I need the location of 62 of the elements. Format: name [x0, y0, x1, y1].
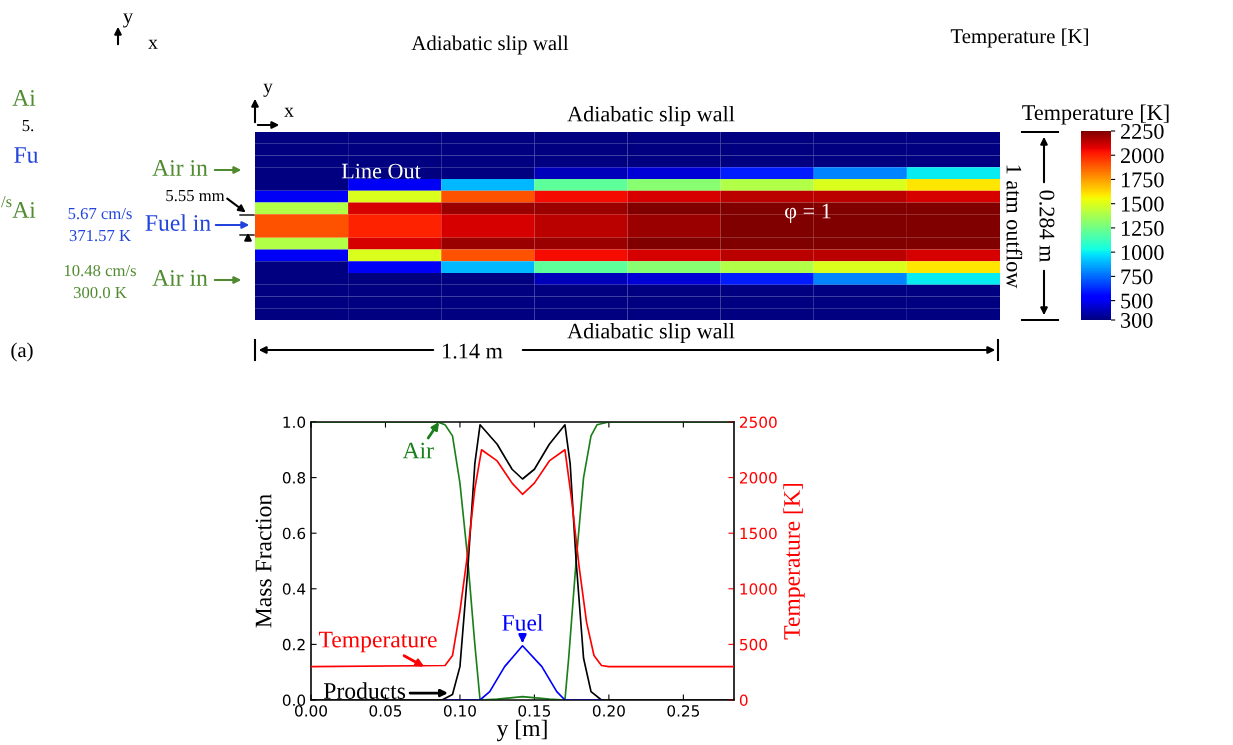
y2-tick-label: 2000	[739, 472, 777, 484]
text: 1.14 m	[443, 343, 503, 359]
y-tick-label: 1.0	[283, 416, 306, 429]
color-bar-label: 750	[1121, 269, 1153, 285]
text: Adiabatic slip wall	[411, 35, 569, 55]
color-bar-title: Temperature [K]	[1022, 104, 1169, 125]
y2-tick-label: 2500	[739, 416, 777, 429]
y-axis-title: Mass Fraction	[255, 494, 272, 628]
y2-tick-label: 0	[739, 694, 748, 707]
text: 5.55 mm	[166, 190, 225, 202]
y-tick-label: 0.0	[282, 694, 306, 707]
text: x	[148, 39, 158, 49]
text: (a)	[11, 342, 33, 362]
x-tick-label: 0.05	[369, 705, 402, 717]
annotation: φ = 1	[785, 203, 831, 224]
annotation: Air	[402, 442, 434, 459]
annotation: Products	[323, 682, 406, 699]
text: x	[284, 107, 294, 117]
text: Ai	[12, 202, 36, 218]
text: y	[123, 13, 134, 28]
text: 0.284 m	[1039, 190, 1055, 263]
text: 371.57 K	[69, 229, 131, 242]
text: 300.0 K	[73, 286, 127, 299]
color-bar-label: 1750	[1121, 172, 1164, 188]
color-bar-label: 2250	[1121, 123, 1164, 139]
x-tick-label: 0.20	[592, 705, 625, 717]
y2-axis-title: Temperature [K]	[783, 483, 805, 640]
x-axis-title: y [m]	[496, 719, 547, 742]
text: Adiabatic slip wall	[567, 322, 735, 344]
text: Fuel in	[145, 214, 211, 231]
annotation: Temperature	[318, 631, 437, 653]
text: 1 atm outflow	[1006, 165, 1023, 289]
color-bar-label: 300	[1121, 312, 1153, 328]
text: Fu	[14, 147, 39, 163]
text: Air in	[152, 270, 208, 286]
y2-tick-label: 500	[740, 638, 768, 651]
x-tick-label: 0.10	[443, 705, 476, 717]
color-bar-label: 1000	[1121, 245, 1164, 261]
color-bar-label: 1250	[1121, 220, 1164, 236]
y2-tick-label: 1000	[740, 583, 777, 595]
text: 5.67 cm/s	[68, 207, 132, 220]
text: 10.48 cm/s	[64, 264, 136, 277]
text: Ai	[12, 90, 36, 106]
annotation: Fuel	[502, 614, 544, 631]
text: 5.	[22, 120, 34, 132]
y-tick-label: 0.2	[282, 638, 305, 651]
text: Air in	[152, 160, 208, 176]
y-tick-label: 0.6	[282, 527, 306, 540]
text: /s	[1, 196, 12, 208]
color-bar-label: 2000	[1121, 148, 1164, 164]
text: Adiabatic slip wall	[567, 105, 735, 127]
y2-tick-label: 1500	[740, 527, 777, 540]
y-tick-label: 0.8	[282, 472, 306, 484]
text: Temperature [K]	[950, 28, 1088, 48]
y-tick-label: 0.4	[282, 583, 306, 595]
annotation: Line Out	[341, 163, 421, 179]
text: y	[263, 83, 273, 97]
color-bar-label: 1500	[1121, 196, 1164, 212]
x-tick-label: 0.15	[518, 705, 551, 717]
x-tick-label: 0.00	[295, 705, 327, 717]
x-tick-label: 0.25	[667, 705, 700, 717]
color-bar-label: 500	[1121, 293, 1153, 309]
